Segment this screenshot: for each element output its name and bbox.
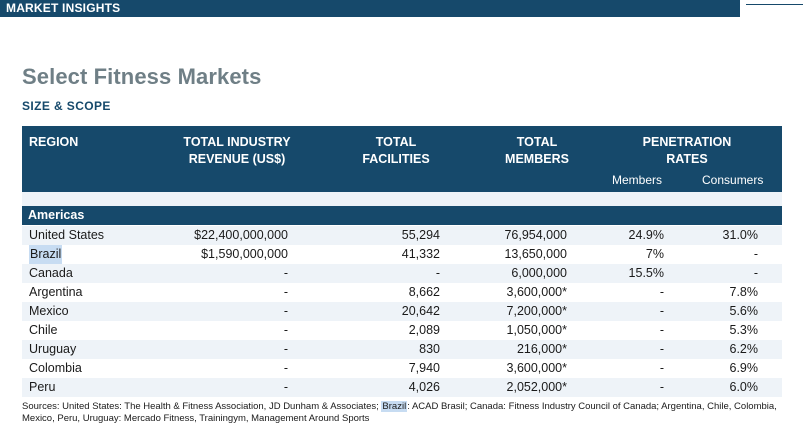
header-revenue-line1: TOTAL INDUSTRY <box>183 135 291 149</box>
cell-facilities: - <box>435 266 440 280</box>
cell-penetration-members: 7% <box>645 247 664 261</box>
cell-region: Mexico <box>29 304 69 318</box>
cell-region: Chile <box>29 323 58 337</box>
sources-highlighted-brazil: Brazil <box>381 401 408 412</box>
cell-region: United States <box>29 228 105 242</box>
header-facilities: TOTAL FACILITIES <box>346 134 446 168</box>
header-revenue: TOTAL INDUSTRY REVENUE (US$) <box>157 134 317 168</box>
cell-penetration-consumers: 6.9% <box>729 361 759 375</box>
banner-label: MARKET INSIGHTS <box>6 1 121 15</box>
table-row: Mexico - 20,642 7,200,000* - 5.6% <box>22 302 782 321</box>
header-spacer <box>22 192 782 206</box>
table-row: Peru - 4,026 2,052,000* - 6.0% <box>22 378 782 397</box>
sources-line1: Sources: United States: The Health & Fit… <box>22 401 797 413</box>
cell-revenue: $22,400,000,000 <box>194 228 288 242</box>
sources-footnote: Sources: United States: The Health & Fit… <box>22 401 797 425</box>
cell-facilities: 830 <box>419 342 440 356</box>
group-row-americas: Americas <box>22 206 782 225</box>
sources-line2: Mexico, Peru, Uruguay: Mercado Fitness, … <box>22 413 370 424</box>
header-penetration-members: Members <box>612 173 663 187</box>
cell-members: 2,052,000* <box>506 380 567 394</box>
cell-penetration-consumers: 5.3% <box>729 323 759 337</box>
cell-penetration-members: 24.9% <box>628 228 664 242</box>
table-row: Canada - - 6,000,000 15.5% - <box>22 264 782 283</box>
cell-penetration-consumers: 6.2% <box>729 342 759 356</box>
cell-region: Argentina <box>29 285 83 299</box>
table-header: REGION TOTAL INDUSTRY REVENUE (US$) TOTA… <box>22 126 782 192</box>
table-row: Uruguay - 830 216,000* - 6.2% <box>22 340 782 359</box>
table-row: Argentina - 8,662 3,600,000* - 7.8% <box>22 283 782 302</box>
cell-revenue: - <box>283 323 288 337</box>
cell-penetration-members: - <box>659 304 664 318</box>
cell-penetration-consumers: 7.8% <box>729 285 759 299</box>
cell-facilities: 2,089 <box>408 323 440 337</box>
sources-text-part2: : ACAD Brasil; Canada: Fitness Industry … <box>407 401 777 412</box>
cell-facilities: 55,294 <box>401 228 440 242</box>
cell-members: 3,600,000* <box>506 285 567 299</box>
cell-penetration-consumers: 5.6% <box>729 304 759 318</box>
header-members-line1: TOTAL <box>516 135 558 149</box>
table-row: United States $22,400,000,000 55,294 76,… <box>22 226 782 245</box>
cell-penetration-consumers: 6.0% <box>729 380 759 394</box>
cell-members: 1,050,000* <box>506 323 567 337</box>
cell-facilities: 41,332 <box>401 247 440 261</box>
header-penetration-line1: PENETRATION <box>642 135 732 149</box>
header-facilities-line2: FACILITIES <box>362 152 430 166</box>
cell-facilities: 4,026 <box>408 380 440 394</box>
cell-penetration-members: - <box>659 361 664 375</box>
cell-members: 3,600,000* <box>506 361 567 375</box>
cell-penetration-consumers: 31.0% <box>722 228 758 242</box>
cell-penetration-members: - <box>659 380 664 394</box>
cell-region: Colombia <box>29 361 82 375</box>
header-penetration-line2: RATES <box>666 152 708 166</box>
corner-divider <box>746 4 803 5</box>
cell-members: 13,650,000 <box>504 247 567 261</box>
table-body: United States $22,400,000,000 55,294 76,… <box>22 226 782 397</box>
table-row: Colombia - 7,940 3,600,000* - 6.9% <box>22 359 782 378</box>
cell-revenue: - <box>283 380 288 394</box>
table-row: Chile - 2,089 1,050,000* - 5.3% <box>22 321 782 340</box>
cell-penetration-consumers: - <box>753 247 758 261</box>
cell-revenue: $1,590,000,000 <box>201 247 288 261</box>
cell-region-highlighted: Brazil <box>29 245 63 264</box>
cell-penetration-members: - <box>659 342 664 356</box>
header-penetration-consumers: Consumers <box>702 173 764 187</box>
cell-region: Uruguay <box>29 342 77 356</box>
cell-facilities: 8,662 <box>408 285 440 299</box>
cell-revenue: - <box>283 361 288 375</box>
cell-region: Peru <box>29 380 56 394</box>
sources-text-part1: Sources: United States: The Health & Fit… <box>22 401 382 412</box>
cell-facilities: 20,642 <box>401 304 440 318</box>
cell-region: Canada <box>29 266 73 280</box>
cell-members: 76,954,000 <box>504 228 567 242</box>
cell-penetration-members: 15.5% <box>628 266 664 280</box>
cell-penetration-members: - <box>659 285 664 299</box>
cell-penetration-members: - <box>659 323 664 337</box>
table-row: Brazil $1,590,000,000 41,332 13,650,000 … <box>22 245 782 264</box>
market-insights-banner: MARKET INSIGHTS <box>0 0 740 17</box>
header-members-line2: MEMBERS <box>505 152 569 166</box>
cell-penetration-consumers: - <box>753 266 758 280</box>
cell-revenue: - <box>283 266 288 280</box>
page-subtitle: SIZE & SCOPE <box>22 99 111 113</box>
cell-members: 7,200,000* <box>506 304 567 318</box>
header-penetration: PENETRATION RATES <box>607 134 767 168</box>
header-facilities-line1: TOTAL <box>375 135 417 149</box>
cell-revenue: - <box>283 285 288 299</box>
header-region: REGION <box>29 135 79 149</box>
page-title: Select Fitness Markets <box>22 64 262 89</box>
cell-revenue: - <box>283 304 288 318</box>
cell-members: 216,000* <box>516 342 567 356</box>
header-members: TOTAL MEMBERS <box>487 134 587 168</box>
cell-members: 6,000,000 <box>511 266 567 280</box>
header-revenue-line2: REVENUE (US$) <box>188 152 286 166</box>
cell-revenue: - <box>283 342 288 356</box>
cell-facilities: 7,940 <box>408 361 440 375</box>
